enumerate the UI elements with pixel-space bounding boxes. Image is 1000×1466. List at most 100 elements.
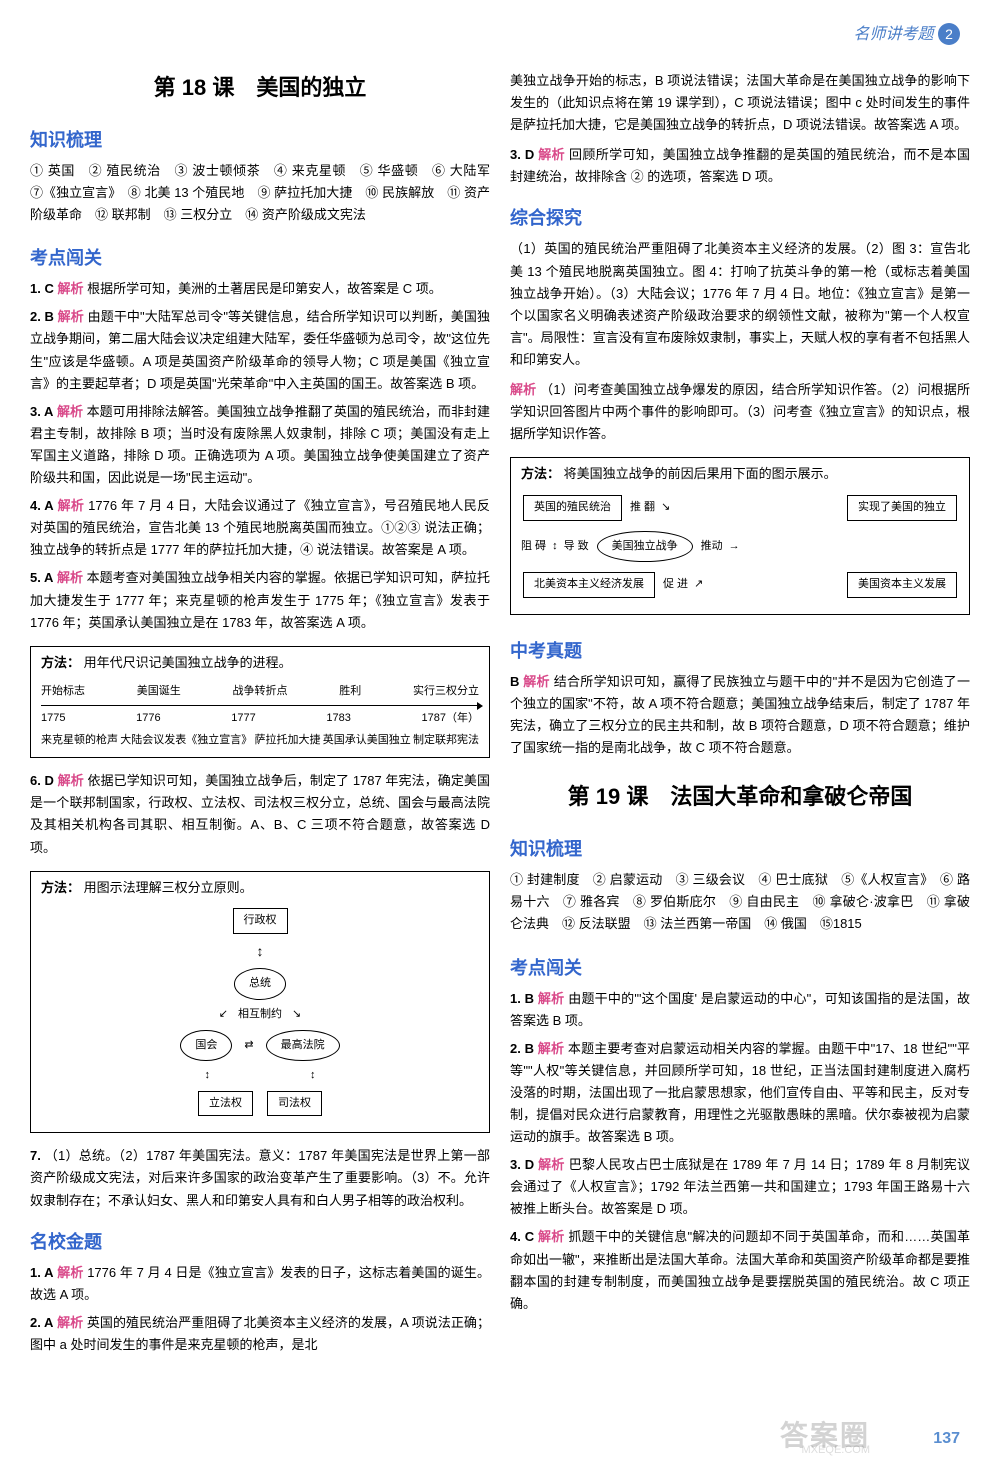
q1-tag: 解析 (57, 281, 83, 296)
arrow-icon: ↕ (257, 940, 264, 962)
q1: 1. C 解析 根据所学可知，美洲的土著居民是印第安人，故答案是 C 项。 (30, 278, 490, 300)
mx-q2-body: 英国的殖民统治严重阻碍了北美资本主义经济的发展，A 项说法正确；图中 a 处时间… (30, 1315, 490, 1352)
q2: 2. B 解析 由题干中"大陆军总司令"等关键信息，结合所学知识可以判断，美国独… (30, 306, 490, 394)
lesson-18-title: 第 18 课 美国的独立 (30, 70, 490, 102)
q4-tag: 解析 (58, 498, 85, 513)
box-capitalism: 北美资本主义经济发展 (523, 572, 655, 598)
tb4: 制定联邦宪法 (413, 732, 479, 750)
timeline: 开始标志 美国诞生 战争转折点 胜利 实行三权分立 1775 1776 1777… (41, 681, 479, 751)
method-box-timeline: 方法： 用年代尺识记美国独立战争的进程。 开始标志 美国诞生 战争转折点 胜利 … (30, 646, 490, 759)
tt4: 实行三权分立 (413, 683, 479, 701)
section-kaodian: 考点闯关 (30, 244, 490, 270)
arrow-icon: ⇄ (244, 1037, 253, 1055)
k19-q4-ans: 4. C (510, 1229, 534, 1244)
timeline-years: 1775 1776 1777 1783 1787（年） (41, 708, 479, 730)
arrow-icon: ↕ (205, 1067, 211, 1085)
tt1: 美国诞生 (137, 683, 181, 701)
oval-war: 美国独立战争 (597, 531, 693, 563)
section-mingxiao: 名校金题 (30, 1228, 490, 1254)
arrow-icon: ↕ (552, 538, 558, 556)
q6-tag: 解析 (58, 773, 84, 788)
ty2: 1777 (231, 710, 255, 728)
q4-body: 1776 年 7 月 4 日，大陆会议通过了《独立宣言》，号召殖民地人民反对英国… (30, 498, 490, 557)
zonghe-exp: 解析 （1）问考查美国独立战争爆发的原因，结合所学知识作答。（2）问根据所学知识… (510, 379, 970, 445)
q5-ans: 5. A (30, 570, 53, 585)
section-zhongkao: 中考真题 (510, 637, 970, 663)
k19-q1-tag: 解析 (538, 991, 564, 1006)
tb0: 来克星顿的枪声 (41, 732, 118, 750)
method2-label: 方法： (41, 880, 80, 895)
mx-q2: 2. A 解析 英国的殖民统治严重阻碍了北美资本主义经济的发展，A 项说法正确；… (30, 1312, 490, 1356)
lesson-19-title: 第 19 课 法国大革命和拿破仑帝国 (510, 779, 970, 811)
oval-congress: 国会 (180, 1030, 232, 1062)
zk-body: 结合所学知识可知，赢得了民族独立与题干中的"并不是因为它创造了一个独立的国家"不… (510, 674, 970, 755)
box-judicial: 司法权 (267, 1091, 322, 1117)
q6-body: 依据已学知识可知，美国独立战争后，制定了 1787 年宪法，确定美国是一个联邦制… (30, 773, 490, 854)
r-q3: 3. D 解析 回顾所学可知，美国独立战争推翻的是英国的殖民统治，而不是本国封建… (510, 144, 970, 188)
watermark-url: MXEQE.COM (802, 1444, 870, 1456)
powers-diagram: 行政权 ↕ 总统 ↙ 相互制约 ↘ 国会 ⇄ 最高法院 ↕ ↕ (41, 906, 479, 1118)
war-diagram: 英国的殖民统治 推 翻 ↘ 实现了美国的独立 阻 碍 ↕ 导 致 美国独立战争 … (521, 493, 959, 600)
tt2: 战争转折点 (233, 683, 288, 701)
arrow-icon: ↘ (292, 1006, 301, 1024)
r-q3-ans: 3. D (510, 147, 534, 162)
arr3: 导 致 (564, 538, 589, 556)
brand-text: 名师讲考题 (854, 26, 934, 43)
ty1: 1776 (136, 710, 160, 728)
q2-body: 由题干中"大陆军总司令"等关键信息，结合所学知识可以判断，美国独立战争期间，第二… (30, 309, 490, 390)
arrow-icon: ↘ (661, 499, 670, 517)
zk-q: B 解析 结合所学知识可知，赢得了民族独立与题干中的"并不是因为它创造了一个独立… (510, 671, 970, 759)
ty0: 1775 (41, 710, 65, 728)
q6-ans: 6. D (30, 773, 54, 788)
zk-ans: B (510, 674, 519, 689)
q4-ans: 4. A (30, 498, 54, 513)
q1-ans: 1. C (30, 281, 54, 296)
left-column: 第 18 课 美国的独立 知识梳理 ① 英国 ② 殖民统治 ③ 波士顿倾茶 ④ … (30, 70, 490, 1362)
ty4: 1787（年） (422, 710, 479, 728)
k19-q3-tag: 解析 (538, 1157, 565, 1172)
method3-text: 将美国独立战争的前因后果用下面的图示展示。 (564, 466, 837, 481)
section-kaodian-19: 考点闯关 (510, 954, 970, 980)
arrow-icon: ↗ (694, 576, 703, 594)
r-q3-body: 回顾所学可知，美国独立战争推翻的是英国的殖民统治，而不是本国封建统治，故排除含 … (510, 147, 970, 184)
arrow-icon: ↕ (310, 1067, 316, 1085)
arr4: 促 进 (663, 576, 688, 594)
q3-tag: 解析 (57, 404, 83, 419)
k19-q1-body: 由题干中的"'这个国度' 是启蒙运动的中心"，可知该国指的是法国，故答案选 B … (510, 991, 970, 1028)
q5-tag: 解析 (57, 570, 83, 585)
k19-q2-body: 本题主要考查对启蒙运动相关内容的掌握。由题干中"17、18 世纪""平等""人权… (510, 1041, 970, 1144)
box-exec: 行政权 (233, 908, 288, 934)
method2-text: 用图示法理解三权分立原则。 (84, 880, 253, 895)
tb3: 英国承认美国独立 (323, 732, 411, 750)
mx-q2-ans: 2. A (30, 1315, 53, 1330)
k19-q4: 4. C 解析 抓题干中的关键信息"解决的问题却不同于英国革命，而和……英国革命… (510, 1226, 970, 1314)
arr1: 推 翻 (630, 499, 655, 517)
method3-label: 方法： (521, 466, 560, 481)
header-brand: 名师讲考题 2 (854, 20, 960, 45)
brand-number: 2 (938, 23, 960, 45)
box-colonial: 英国的殖民统治 (523, 495, 622, 521)
tt3: 胜利 (339, 683, 361, 701)
mx-q2-tag: 解析 (57, 1315, 83, 1330)
zonghe-tag: 解析 (510, 382, 536, 397)
zk-tag: 解析 (523, 674, 550, 689)
arrow-icon: ↙ (219, 1006, 228, 1024)
right-column: 美独立战争开始的标志，B 项说法错误；法国大革命是在美国独立战争的影响下发生的（… (510, 70, 970, 1362)
q2-ans: 2. B (30, 309, 54, 324)
tb1: 大陆会议发表《独立宣言》 (120, 732, 252, 750)
tt0: 开始标志 (41, 683, 85, 701)
oval-president: 总统 (234, 968, 286, 1000)
k19-q3: 3. D 解析 巴黎人民攻占巴士底狱是在 1789 年 7 月 14 日；178… (510, 1154, 970, 1220)
box-us-capitalism: 美国资本主义发展 (847, 572, 957, 598)
q3-ans: 3. A (30, 404, 53, 419)
mx-q1-ans: 1. A (30, 1265, 53, 1280)
method-box-powers: 方法： 用图示法理解三权分立原则。 行政权 ↕ 总统 ↙ 相互制约 ↘ 国会 ⇄… (30, 871, 490, 1134)
timeline-bottom: 来克星顿的枪声 大陆会议发表《独立宣言》 萨拉托加大捷 英国承认美国独立 制定联… (41, 730, 479, 752)
q1-body: 根据所学可知，美洲的土著居民是印第安人，故答案是 C 项。 (87, 281, 442, 296)
q6: 6. D 解析 依据已学知识可知，美国独立战争后，制定了 1787 年宪法，确定… (30, 770, 490, 858)
q7-body: （1）总统。（2）1787 年美国宪法。意义：1787 年美国宪法是世界上第一部… (30, 1148, 490, 1207)
timeline-axis (41, 705, 479, 706)
box-independence: 实现了美国的独立 (847, 495, 957, 521)
q5: 5. A 解析 本题考查对美国独立战争相关内容的掌握。依据已学知识可知，萨拉托加… (30, 567, 490, 633)
k19-q4-tag: 解析 (538, 1229, 565, 1244)
